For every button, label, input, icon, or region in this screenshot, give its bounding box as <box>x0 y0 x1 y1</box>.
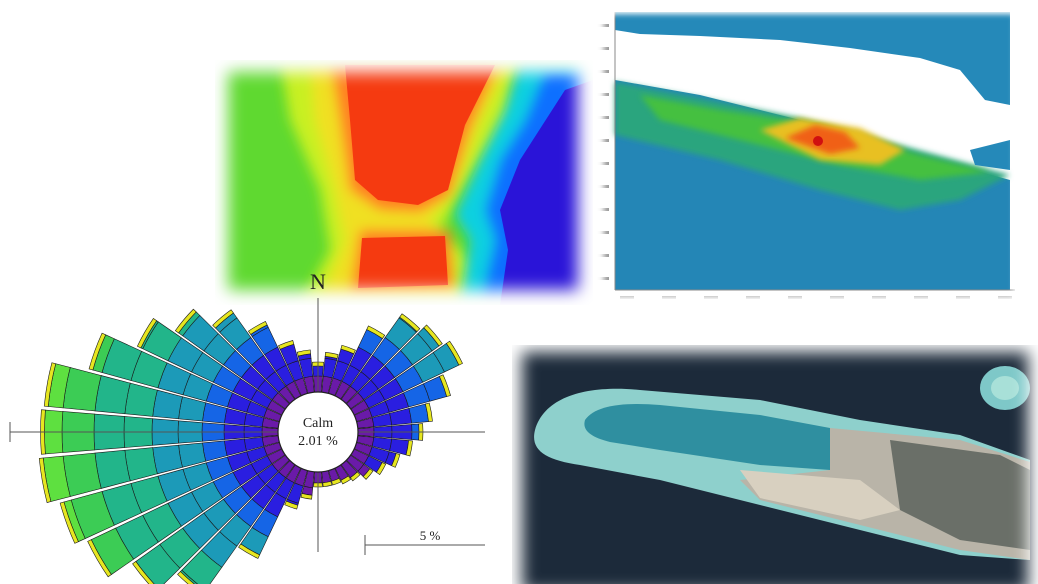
rose-petal <box>238 543 261 559</box>
rose-petal <box>362 468 374 480</box>
rose-petal <box>43 362 57 407</box>
wind-rose <box>38 308 463 584</box>
rose-petal <box>408 403 429 424</box>
rose-petal <box>350 471 361 482</box>
rose-petal <box>405 440 413 457</box>
rose-petal <box>340 475 352 485</box>
rose-petal <box>88 332 107 371</box>
axis-tick-label <box>597 185 609 188</box>
rose-petal <box>425 402 433 422</box>
rose-petal <box>248 320 268 335</box>
axis-tick-label <box>914 296 928 299</box>
rose-petal <box>94 375 131 415</box>
rose-petal <box>340 344 356 355</box>
satellite-image <box>512 345 1038 584</box>
rose-petal <box>174 308 197 334</box>
rose-petal <box>132 561 155 584</box>
rose-petal <box>331 477 342 486</box>
rose-petal <box>445 340 463 366</box>
calm-value: 2.01 % <box>298 434 338 449</box>
rose-petal <box>87 539 112 578</box>
calm-circle <box>277 391 359 473</box>
axis-tick-label <box>956 296 970 299</box>
rose-petal <box>284 500 299 510</box>
rose-petal <box>300 493 313 500</box>
axis-tick-label <box>597 70 609 73</box>
rose-petal <box>296 349 311 357</box>
axis-tick-label <box>597 277 609 280</box>
rose-petal <box>366 325 386 339</box>
axis-tick-label <box>597 116 609 119</box>
scale-label: 5 % <box>420 528 441 543</box>
axis-tick-label <box>597 93 609 96</box>
axis-tick-label <box>830 296 844 299</box>
rose-petal <box>178 442 207 468</box>
rose-petal <box>324 352 339 359</box>
rose-petal <box>391 453 401 468</box>
rose-petal <box>59 501 79 544</box>
rose-petal <box>322 480 333 488</box>
axis-tick-label <box>597 208 609 211</box>
north-label: N <box>310 269 326 294</box>
rose-petal <box>423 324 443 347</box>
rose-petal <box>177 571 195 584</box>
calm-label: Calm <box>303 416 333 431</box>
rose-petal <box>94 449 131 489</box>
axis-tick-label <box>746 296 760 299</box>
rose-petal <box>152 444 183 475</box>
rose-petal <box>124 382 158 417</box>
heat-map <box>215 60 593 305</box>
axis-tick-label <box>597 139 609 142</box>
axis-tick-label <box>620 296 634 299</box>
axis-tick-label <box>597 24 609 27</box>
axis-tick-label <box>662 296 676 299</box>
rose-petal <box>376 462 387 476</box>
rose-petal <box>124 447 158 482</box>
axis-tick-label <box>597 47 609 50</box>
axis-tick-label <box>872 296 886 299</box>
axis-tick-label <box>788 296 802 299</box>
axis-tick-label <box>998 296 1012 299</box>
rose-petal <box>38 457 52 503</box>
rose-petal <box>438 374 451 397</box>
rose-petal <box>278 340 295 350</box>
rose-petal <box>212 309 234 329</box>
rose-petal <box>178 396 207 422</box>
axis-tick-label <box>597 231 609 234</box>
contour-plot <box>597 10 1020 302</box>
rose-petal <box>136 318 158 349</box>
rose-petal <box>399 313 421 333</box>
axis-tick-label <box>597 162 609 165</box>
axis-tick-label <box>597 254 609 257</box>
rose-petal <box>152 389 183 420</box>
axis-tick-label <box>704 296 718 299</box>
